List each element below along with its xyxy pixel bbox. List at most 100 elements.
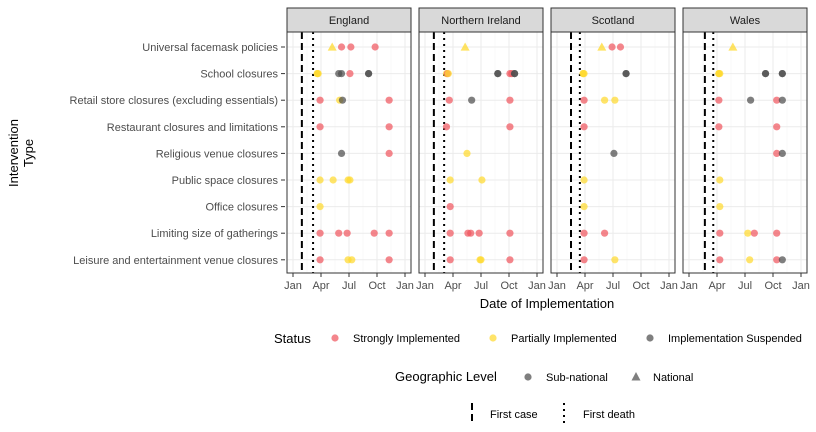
data-point <box>746 256 754 264</box>
data-point <box>773 229 781 237</box>
x-axis-title: Date of Implementation <box>480 296 614 311</box>
legend-status-label: Implementation Suspended <box>668 333 802 345</box>
data-point <box>348 256 356 264</box>
data-point <box>608 43 616 51</box>
legend-geo-key-triangle <box>631 372 641 381</box>
data-point <box>510 70 519 78</box>
data-point <box>329 176 337 184</box>
data-point <box>385 149 393 157</box>
data-point <box>316 176 324 184</box>
data-point <box>580 70 588 78</box>
x-tick-label: Jan <box>680 280 698 292</box>
data-point <box>778 96 786 104</box>
data-point <box>478 176 486 184</box>
facet-strip <box>550 7 676 33</box>
data-point <box>316 203 324 211</box>
data-point <box>337 70 346 78</box>
x-tick-label: Jul <box>474 280 488 292</box>
data-point <box>371 43 379 51</box>
x-tick-label: Jul <box>606 280 620 292</box>
legend-line-label: First case <box>490 409 538 421</box>
data-point <box>747 96 755 104</box>
x-tick-label: Apr <box>312 280 329 292</box>
data-point <box>622 70 630 78</box>
data-point <box>316 229 324 237</box>
data-point <box>346 70 354 78</box>
data-point <box>506 229 514 237</box>
x-tick-label: Oct <box>368 280 385 292</box>
data-point <box>337 43 346 51</box>
data-point <box>337 149 346 157</box>
data-point <box>467 229 475 237</box>
legend-geo-key-circle <box>524 373 532 381</box>
data-point <box>506 123 514 131</box>
legend-geo-title: Geographic Level <box>395 369 497 384</box>
facet-label: Scotland <box>592 15 635 27</box>
x-tick-label: Jan <box>528 280 546 292</box>
data-point <box>773 149 781 157</box>
x-tick-label: Apr <box>576 280 593 292</box>
data-point <box>778 256 786 264</box>
facet-label: Wales <box>730 15 761 27</box>
facet-label: England <box>329 15 369 27</box>
x-tick-label: Jan <box>548 280 566 292</box>
legend-line-label: First death <box>583 409 635 421</box>
y-axis-title-line: Intervention <box>6 119 21 187</box>
data-point <box>716 176 724 184</box>
y-tick-label: Leisure and entertainment venue closures <box>73 255 278 267</box>
legend-status-label: Strongly Implemented <box>353 333 460 345</box>
facet-strip <box>286 7 412 33</box>
data-point <box>506 256 514 264</box>
data-point <box>611 256 619 264</box>
data-point <box>773 256 781 264</box>
data-point <box>778 70 786 78</box>
x-tick-label: Oct <box>500 280 517 292</box>
data-point <box>314 70 322 78</box>
data-point <box>601 229 609 237</box>
data-point <box>761 70 770 78</box>
facet-label: Northern Ireland <box>441 15 521 27</box>
facet-strip <box>682 7 808 33</box>
data-point <box>716 203 724 211</box>
data-point <box>316 96 324 104</box>
data-point <box>370 229 378 237</box>
y-tick-label: Public space closures <box>172 175 279 187</box>
data-point <box>580 176 588 184</box>
data-point <box>750 229 758 237</box>
data-point <box>580 229 588 237</box>
legend-geo-label: Sub-national <box>546 372 608 384</box>
data-point <box>610 149 618 157</box>
data-point <box>580 203 588 211</box>
data-point-triangle <box>327 42 337 51</box>
legend-status-key <box>489 334 497 342</box>
data-point <box>385 96 393 104</box>
data-point <box>316 256 324 264</box>
facet-strip <box>418 7 544 33</box>
y-tick-label: Restaurant closures and limitations <box>107 122 279 134</box>
data-point <box>338 96 347 104</box>
data-point <box>580 256 588 264</box>
y-tick-label: Retail store closures (excluding essenti… <box>70 95 278 107</box>
data-point <box>716 256 724 264</box>
data-point <box>715 96 723 104</box>
x-tick-label: Oct <box>764 280 781 292</box>
data-point <box>773 123 781 131</box>
data-point <box>446 229 454 237</box>
data-point <box>744 229 752 237</box>
data-point <box>445 96 453 104</box>
y-tick-label: Religious venue closures <box>156 148 279 160</box>
data-point <box>446 256 454 264</box>
x-tick-label: Jan <box>396 280 414 292</box>
data-point <box>468 96 476 104</box>
data-point-triangle <box>460 42 470 51</box>
data-point-triangle <box>597 42 607 51</box>
data-point <box>716 229 724 237</box>
data-point-triangle <box>728 42 738 51</box>
data-point <box>365 70 373 78</box>
data-point <box>463 149 471 157</box>
data-point <box>385 229 393 237</box>
data-point <box>343 229 351 237</box>
data-point <box>477 256 485 264</box>
data-point <box>580 123 588 131</box>
data-point <box>446 203 454 211</box>
